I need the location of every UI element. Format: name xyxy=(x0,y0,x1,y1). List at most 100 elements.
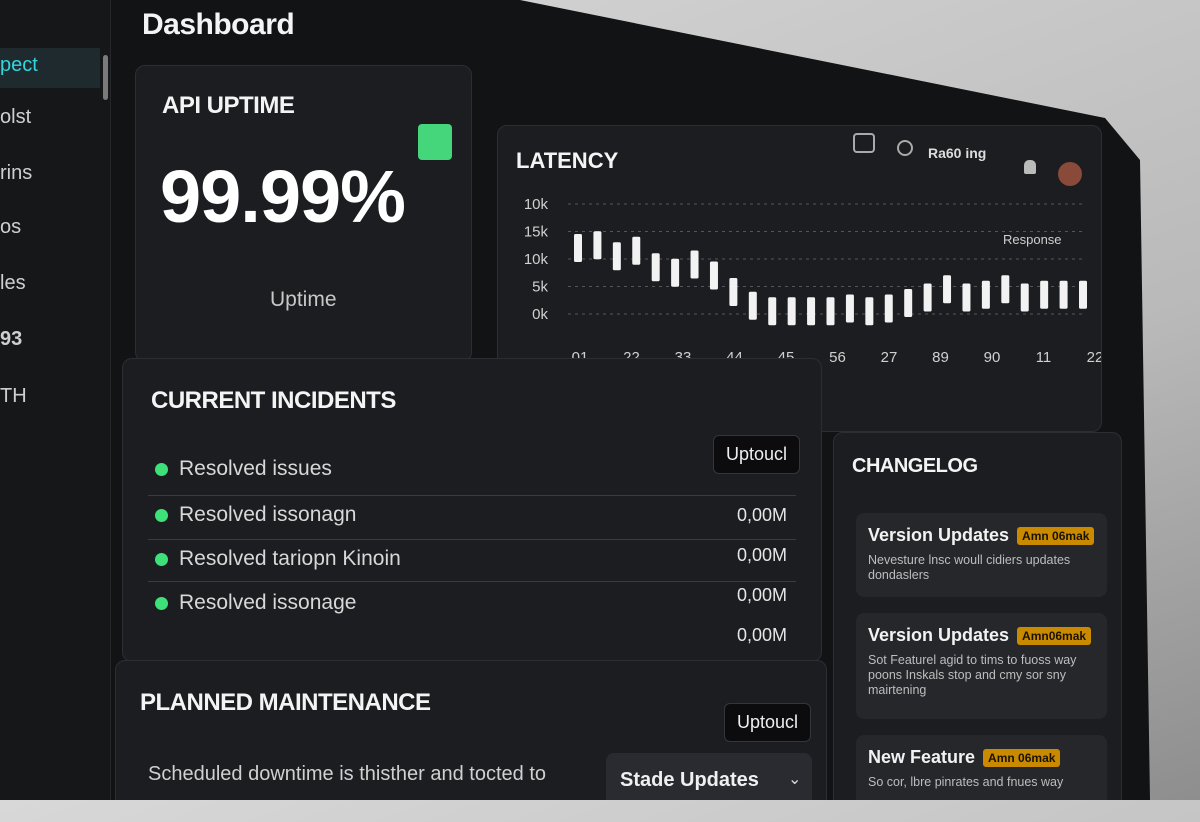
bar xyxy=(1079,280,1087,309)
changelog-item[interactable]: New Feature Amn 06mak So cor, lbre pinrate… xyxy=(856,735,1107,800)
incident-label: Resolved issonage xyxy=(179,591,357,614)
bar xyxy=(807,297,816,326)
dropdown[interactable]: Stade Updates ⌄ xyxy=(606,753,812,800)
incident-value: 0,00M xyxy=(736,585,787,605)
bar xyxy=(748,291,757,320)
changelog-item[interactable]: Version Updates Amn 06mak Nevesture lnsc w… xyxy=(856,513,1107,597)
bar xyxy=(904,289,913,317)
bar xyxy=(709,261,718,290)
sidebar-item[interactable]: TH xyxy=(0,385,27,407)
bar xyxy=(923,283,932,312)
sidebar xyxy=(0,0,111,800)
sidebar-item[interactable]: os xyxy=(0,216,22,238)
incident-item: Resolved issonage xyxy=(155,591,357,615)
maintenance-text: Scheduled downtime is thisther and tocte… xyxy=(148,763,547,785)
changelog-item-title: Version Updates Amn 06mak xyxy=(868,525,1095,546)
item-title: Version Updates xyxy=(868,625,1010,645)
changelog-item-title: Version Updates Amn06mak xyxy=(868,625,1092,646)
changelog-item-title: New Feature Amn 06mak xyxy=(868,747,1061,768)
bar xyxy=(768,297,777,326)
incident-item: Resolved issonagn xyxy=(155,503,357,527)
sidebar-active xyxy=(0,48,100,88)
bar xyxy=(1020,283,1029,312)
incidents-card: CURRENT INCIDENTS Uptoucl Resolved issue… xyxy=(122,358,822,662)
status-dot xyxy=(155,463,168,476)
maintenance-title: PLANNED MAINTENANCE xyxy=(140,689,431,716)
changelog-item-text: Sot Featurel agid to tims to fuoss way p… xyxy=(868,653,1077,697)
bar xyxy=(729,278,738,306)
bar xyxy=(845,294,854,323)
y-tick-label: 10k xyxy=(524,196,549,213)
changelog-item-text: Nevesture lnsc woull cidiers updates don… xyxy=(868,553,1071,582)
incident-label: Resolved tariopn Kinoin xyxy=(179,547,401,570)
bar xyxy=(1040,280,1049,309)
changelog-item[interactable]: Version Updates Amn06mak Sot Featurel agid… xyxy=(856,613,1107,719)
y-tick-label: 15k xyxy=(524,224,549,241)
page-title: Dashboard xyxy=(142,8,295,41)
bar xyxy=(690,250,699,279)
uptime-value: 99.99% xyxy=(160,155,406,238)
sidebar-item[interactable]: pect xyxy=(0,54,38,76)
uptime-card: API UPTIME 99.99% Uptime xyxy=(135,65,472,362)
x-tick-label: 27 xyxy=(881,349,898,366)
status-dot xyxy=(155,553,168,566)
sidebar-item[interactable]: 93 xyxy=(0,328,23,350)
incident-item: Resolved issues xyxy=(155,457,332,481)
x-tick-label: 90 xyxy=(984,349,1001,366)
bar xyxy=(1059,280,1068,309)
separator xyxy=(148,581,796,582)
incidents-title: CURRENT INCIDENTS xyxy=(151,387,396,414)
uptime-caption: Uptime xyxy=(270,288,337,311)
changelog-title: CHANGELOG xyxy=(852,455,978,477)
incident-value: 0,00M xyxy=(736,625,787,645)
screen: pect olst rins os les 93 TH Dashboard AP… xyxy=(0,0,1150,800)
incidents-button[interactable]: Uptoucl xyxy=(713,435,801,474)
y-tick-label: 0k xyxy=(532,306,548,323)
legend-label: Response xyxy=(1003,232,1062,247)
y-tick-label: 5k xyxy=(532,279,548,296)
status-indicator xyxy=(418,124,452,160)
page: pect olst rins os les 93 TH Dashboard AP… xyxy=(0,0,1200,800)
user-name[interactable]: Ra60 ing xyxy=(928,145,987,161)
x-tick-label: 89 xyxy=(932,349,949,366)
sidebar-item[interactable]: les xyxy=(0,272,26,294)
badge: Amn 06mak xyxy=(983,749,1061,768)
camera-icon[interactable] xyxy=(853,133,875,153)
x-tick-label: 56 xyxy=(829,349,846,366)
sidebar-item[interactable]: olst xyxy=(0,106,32,128)
bar xyxy=(593,231,602,260)
bar xyxy=(632,236,641,265)
maintenance-button[interactable]: Uptoucl xyxy=(724,703,812,742)
incident-label: Resolved issues xyxy=(179,457,332,480)
bar xyxy=(651,253,660,282)
bar xyxy=(981,280,990,309)
latency-card: LATENCY Response 10k15k10k5k0k0122334445… xyxy=(497,125,1102,432)
separator xyxy=(148,495,796,496)
badge: Amn06mak xyxy=(1017,627,1092,646)
incident-item: Resolved tariopn Kinoin xyxy=(155,547,401,571)
badge: Amn 06mak xyxy=(1017,527,1095,546)
dropdown-label: Stade Updates xyxy=(620,769,759,791)
avatar[interactable] xyxy=(1058,162,1082,186)
bar xyxy=(1001,275,1010,304)
latency-chart: LATENCY Response 10k15k10k5k0k0122334445… xyxy=(516,148,1101,366)
scrollbar xyxy=(103,55,108,100)
item-title: New Feature xyxy=(868,747,976,767)
item-title: Version Updates xyxy=(868,525,1010,545)
search-icon[interactable] xyxy=(897,140,913,156)
bell-icon[interactable] xyxy=(1024,160,1036,174)
status-dot xyxy=(155,509,168,522)
maintenance-card: PLANNED MAINTENANCE Uptoucl Scheduled do… xyxy=(115,660,827,800)
changelog-item-text: So cor, lbre pinrates and fnues way xyxy=(868,775,1064,789)
bar xyxy=(884,294,893,323)
bar xyxy=(962,283,971,312)
sidebar-item[interactable]: rins xyxy=(0,162,33,184)
bar xyxy=(612,242,621,271)
y-tick-label: 10k xyxy=(524,251,549,268)
dropdown-caret: ⌄ xyxy=(788,771,802,788)
bar xyxy=(574,234,582,262)
separator xyxy=(148,539,796,540)
x-tick-label: 11 xyxy=(1036,349,1052,366)
incident-label: Resolved issonagn xyxy=(179,503,357,526)
bar xyxy=(865,297,874,326)
